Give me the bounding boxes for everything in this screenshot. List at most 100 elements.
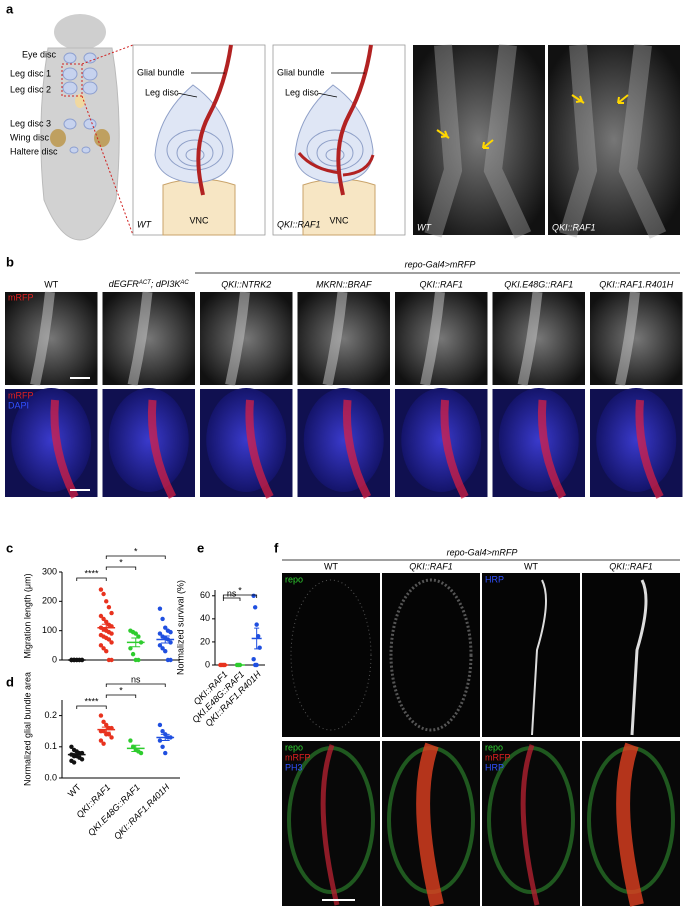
point — [160, 646, 165, 651]
point — [109, 640, 114, 645]
point — [168, 657, 173, 663]
glia — [147, 399, 177, 499]
panel-b: b repo-Gal4>mRFP WT dEGFRACT; dPI3KAC QKI:… — [5, 254, 683, 499]
genotype-part: AC — [179, 280, 189, 286]
image — [482, 573, 580, 737]
point — [157, 738, 163, 743]
fly-label: Leg disc 3 — [10, 118, 51, 128]
y-tick-label: 60 — [200, 590, 210, 600]
point — [101, 741, 106, 746]
image — [282, 573, 380, 737]
y-tick-label: 0 — [205, 659, 210, 669]
glial-bundle-migration — [297, 152, 375, 177]
point — [109, 610, 114, 616]
panel-label: d — [6, 674, 14, 689]
point — [157, 722, 163, 728]
y-tick-label: 0.1 — [44, 741, 57, 751]
pointer — [176, 92, 198, 98]
point — [104, 619, 109, 625]
genotype: MKRN::BRAF — [316, 279, 372, 289]
arrow — [482, 139, 494, 149]
label: Glial bundle — [277, 67, 325, 77]
column-label: WT — [324, 561, 338, 571]
arrow — [571, 94, 585, 104]
y-tick-label: 40 — [200, 613, 210, 623]
error-bar — [131, 744, 141, 752]
label: Leg disc — [285, 87, 319, 97]
stain: DAPI — [8, 400, 29, 410]
point — [157, 606, 163, 611]
disc — [206, 388, 287, 492]
image — [548, 45, 680, 235]
genotype: WT — [137, 219, 152, 229]
point — [157, 643, 163, 648]
point — [251, 657, 256, 662]
label: VNC — [329, 215, 349, 225]
driver: repo-Gal4>mRFP — [447, 547, 518, 557]
nerve — [630, 579, 648, 736]
stain: HRP — [485, 574, 504, 584]
genotype: QKI.E48G::RAF1 — [504, 279, 573, 289]
genotype: WT — [44, 279, 58, 289]
glia — [537, 399, 567, 499]
y-tick-label: 20 — [200, 636, 210, 646]
point — [101, 616, 106, 622]
point — [101, 591, 106, 597]
significance: **** — [84, 696, 99, 706]
glia — [245, 399, 274, 499]
image — [382, 573, 480, 737]
stain: mRFP — [8, 292, 34, 302]
micrograph: QKI::RAF1 — [548, 43, 680, 239]
glial-bundle — [336, 44, 373, 196]
error-bar — [72, 752, 82, 757]
point — [98, 613, 104, 619]
image — [413, 45, 545, 235]
point — [106, 732, 112, 737]
error-bar — [160, 635, 170, 644]
glia — [30, 291, 55, 387]
point — [136, 657, 141, 663]
point — [106, 637, 112, 642]
error-bar — [101, 726, 111, 733]
stain: mRFP — [485, 752, 511, 762]
genotype: QKI::RAF1 — [552, 222, 596, 232]
y-tick-label: 0.2 — [44, 710, 57, 720]
significance: ns — [227, 588, 237, 598]
column-label: QKI::RAF1 — [409, 561, 453, 571]
panel-label: c — [6, 540, 13, 555]
point — [98, 587, 104, 592]
bracket — [105, 566, 137, 570]
label: Leg disc — [145, 87, 179, 97]
error-bar — [131, 637, 141, 648]
point — [163, 750, 168, 756]
point — [98, 713, 104, 718]
glia — [615, 291, 640, 387]
glia — [420, 291, 445, 387]
point — [98, 643, 104, 648]
genotype: dEGFRACT; dPI3KAC — [109, 279, 190, 289]
nerve — [531, 579, 547, 736]
genotype-part: dEGFR — [109, 279, 140, 289]
discs — [62, 52, 98, 154]
disc — [290, 579, 372, 731]
point — [160, 729, 165, 734]
point — [98, 738, 104, 743]
stain: PH3 — [285, 762, 303, 772]
genotype: QKI::RAF1 — [277, 219, 321, 229]
glia — [320, 744, 340, 906]
significance: ns — [131, 674, 141, 684]
y-tick-label: 200 — [42, 596, 57, 606]
genotype-part: ; dPI3K — [151, 279, 182, 289]
glia — [520, 744, 540, 906]
point — [101, 646, 106, 651]
point — [254, 662, 259, 668]
glia — [225, 291, 250, 387]
glia — [342, 399, 372, 499]
significance: * — [119, 685, 123, 695]
label: Glial bundle — [137, 67, 185, 77]
fly-label: Wing disc — [10, 132, 50, 142]
glia — [127, 291, 153, 387]
